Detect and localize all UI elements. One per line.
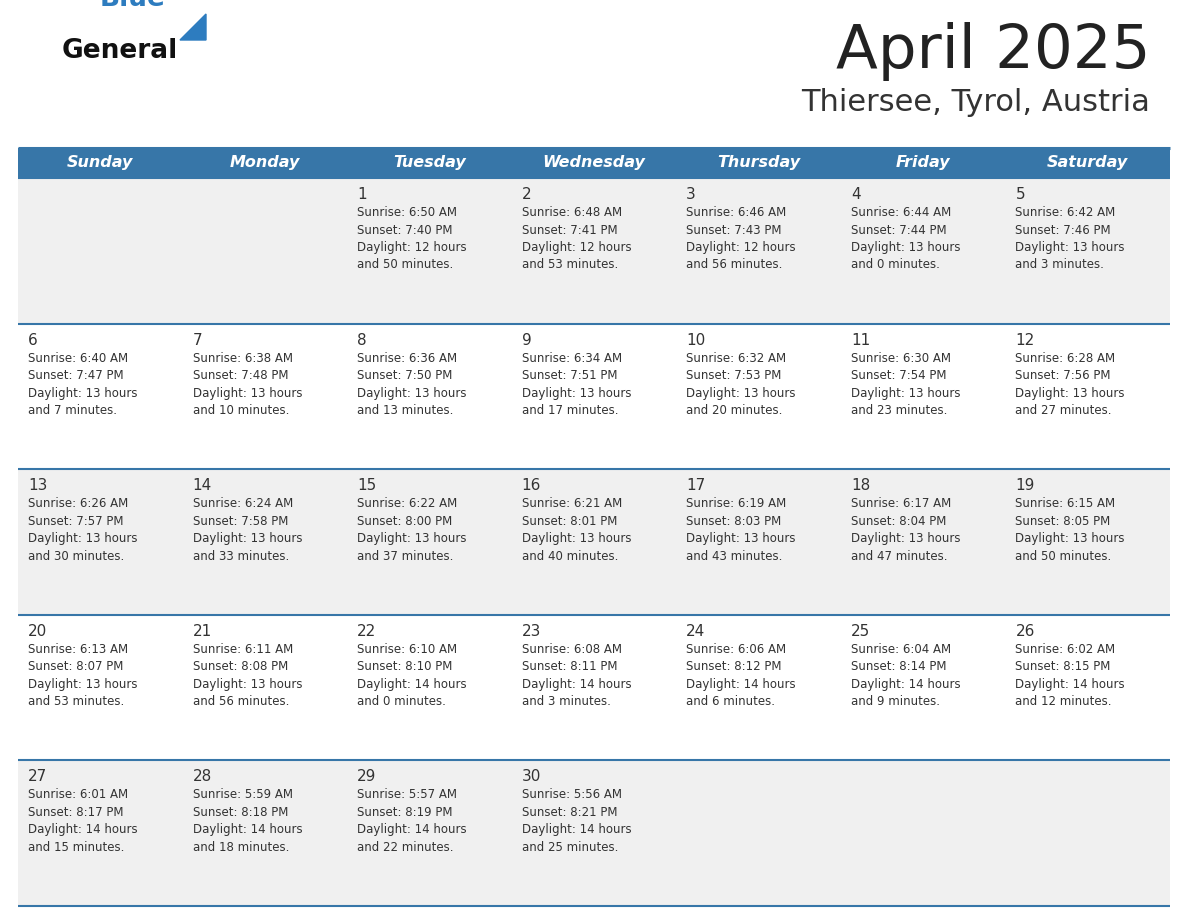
Bar <box>18 469 1170 615</box>
Text: Sunrise: 6:10 AM
Sunset: 8:10 PM
Daylight: 14 hours
and 0 minutes.: Sunrise: 6:10 AM Sunset: 8:10 PM Dayligh… <box>358 643 467 709</box>
Text: Tuesday: Tuesday <box>393 155 466 171</box>
Text: Sunrise: 6:15 AM
Sunset: 8:05 PM
Daylight: 13 hours
and 50 minutes.: Sunrise: 6:15 AM Sunset: 8:05 PM Dayligh… <box>1016 498 1125 563</box>
Text: Sunrise: 6:42 AM
Sunset: 7:46 PM
Daylight: 13 hours
and 3 minutes.: Sunrise: 6:42 AM Sunset: 7:46 PM Dayligh… <box>1016 206 1125 272</box>
Text: Sunrise: 6:46 AM
Sunset: 7:43 PM
Daylight: 12 hours
and 56 minutes.: Sunrise: 6:46 AM Sunset: 7:43 PM Dayligh… <box>687 206 796 272</box>
Text: 17: 17 <box>687 478 706 493</box>
Text: Sunrise: 6:44 AM
Sunset: 7:44 PM
Daylight: 13 hours
and 0 minutes.: Sunrise: 6:44 AM Sunset: 7:44 PM Dayligh… <box>851 206 960 272</box>
Text: 5: 5 <box>1016 187 1025 202</box>
Text: Sunrise: 6:48 AM
Sunset: 7:41 PM
Daylight: 12 hours
and 53 minutes.: Sunrise: 6:48 AM Sunset: 7:41 PM Dayligh… <box>522 206 631 272</box>
Text: Sunrise: 6:17 AM
Sunset: 8:04 PM
Daylight: 13 hours
and 47 minutes.: Sunrise: 6:17 AM Sunset: 8:04 PM Dayligh… <box>851 498 960 563</box>
Text: Sunrise: 6:08 AM
Sunset: 8:11 PM
Daylight: 14 hours
and 3 minutes.: Sunrise: 6:08 AM Sunset: 8:11 PM Dayligh… <box>522 643 631 709</box>
Text: 19: 19 <box>1016 478 1035 493</box>
Text: 6: 6 <box>29 332 38 348</box>
Text: 26: 26 <box>1016 624 1035 639</box>
Text: 9: 9 <box>522 332 531 348</box>
Text: Blue: Blue <box>100 0 166 12</box>
Text: 12: 12 <box>1016 332 1035 348</box>
Text: 14: 14 <box>192 478 211 493</box>
Text: 7: 7 <box>192 332 202 348</box>
Text: Sunrise: 6:28 AM
Sunset: 7:56 PM
Daylight: 13 hours
and 27 minutes.: Sunrise: 6:28 AM Sunset: 7:56 PM Dayligh… <box>1016 352 1125 417</box>
Text: 23: 23 <box>522 624 541 639</box>
Text: Thursday: Thursday <box>718 155 801 171</box>
Text: 2: 2 <box>522 187 531 202</box>
Text: 24: 24 <box>687 624 706 639</box>
Text: Sunrise: 5:57 AM
Sunset: 8:19 PM
Daylight: 14 hours
and 22 minutes.: Sunrise: 5:57 AM Sunset: 8:19 PM Dayligh… <box>358 789 467 854</box>
Text: Sunrise: 6:32 AM
Sunset: 7:53 PM
Daylight: 13 hours
and 20 minutes.: Sunrise: 6:32 AM Sunset: 7:53 PM Dayligh… <box>687 352 796 417</box>
Text: 18: 18 <box>851 478 870 493</box>
Text: Sunrise: 6:06 AM
Sunset: 8:12 PM
Daylight: 14 hours
and 6 minutes.: Sunrise: 6:06 AM Sunset: 8:12 PM Dayligh… <box>687 643 796 709</box>
Text: 15: 15 <box>358 478 377 493</box>
Text: April 2025: April 2025 <box>835 22 1150 81</box>
Text: Sunrise: 6:38 AM
Sunset: 7:48 PM
Daylight: 13 hours
and 10 minutes.: Sunrise: 6:38 AM Sunset: 7:48 PM Dayligh… <box>192 352 302 417</box>
Text: 13: 13 <box>29 478 48 493</box>
Text: 29: 29 <box>358 769 377 784</box>
Text: Sunday: Sunday <box>67 155 133 171</box>
Text: 25: 25 <box>851 624 870 639</box>
Text: 1: 1 <box>358 187 367 202</box>
Text: Sunrise: 6:19 AM
Sunset: 8:03 PM
Daylight: 13 hours
and 43 minutes.: Sunrise: 6:19 AM Sunset: 8:03 PM Dayligh… <box>687 498 796 563</box>
Text: Sunrise: 6:01 AM
Sunset: 8:17 PM
Daylight: 14 hours
and 15 minutes.: Sunrise: 6:01 AM Sunset: 8:17 PM Dayligh… <box>29 789 138 854</box>
Text: Friday: Friday <box>896 155 950 171</box>
Text: Sunrise: 6:04 AM
Sunset: 8:14 PM
Daylight: 14 hours
and 9 minutes.: Sunrise: 6:04 AM Sunset: 8:14 PM Dayligh… <box>851 643 960 709</box>
Text: 27: 27 <box>29 769 48 784</box>
Text: 10: 10 <box>687 332 706 348</box>
Text: Monday: Monday <box>229 155 301 171</box>
Text: Saturday: Saturday <box>1047 155 1129 171</box>
Polygon shape <box>181 14 206 40</box>
Bar <box>18 760 1170 906</box>
Text: 4: 4 <box>851 187 860 202</box>
Text: Sunrise: 5:56 AM
Sunset: 8:21 PM
Daylight: 14 hours
and 25 minutes.: Sunrise: 5:56 AM Sunset: 8:21 PM Dayligh… <box>522 789 631 854</box>
Text: Sunrise: 6:24 AM
Sunset: 7:58 PM
Daylight: 13 hours
and 33 minutes.: Sunrise: 6:24 AM Sunset: 7:58 PM Dayligh… <box>192 498 302 563</box>
Text: 11: 11 <box>851 332 870 348</box>
Text: 8: 8 <box>358 332 367 348</box>
Text: Sunrise: 6:02 AM
Sunset: 8:15 PM
Daylight: 14 hours
and 12 minutes.: Sunrise: 6:02 AM Sunset: 8:15 PM Dayligh… <box>1016 643 1125 709</box>
Text: Sunrise: 6:36 AM
Sunset: 7:50 PM
Daylight: 13 hours
and 13 minutes.: Sunrise: 6:36 AM Sunset: 7:50 PM Dayligh… <box>358 352 467 417</box>
Text: Sunrise: 6:22 AM
Sunset: 8:00 PM
Daylight: 13 hours
and 37 minutes.: Sunrise: 6:22 AM Sunset: 8:00 PM Dayligh… <box>358 498 467 563</box>
Text: Thiersee, Tyrol, Austria: Thiersee, Tyrol, Austria <box>801 88 1150 117</box>
Text: Sunrise: 6:34 AM
Sunset: 7:51 PM
Daylight: 13 hours
and 17 minutes.: Sunrise: 6:34 AM Sunset: 7:51 PM Dayligh… <box>522 352 631 417</box>
Text: Sunrise: 6:13 AM
Sunset: 8:07 PM
Daylight: 13 hours
and 53 minutes.: Sunrise: 6:13 AM Sunset: 8:07 PM Dayligh… <box>29 643 138 709</box>
Text: Sunrise: 5:59 AM
Sunset: 8:18 PM
Daylight: 14 hours
and 18 minutes.: Sunrise: 5:59 AM Sunset: 8:18 PM Dayligh… <box>192 789 302 854</box>
Text: 3: 3 <box>687 187 696 202</box>
Text: 30: 30 <box>522 769 541 784</box>
Text: Sunrise: 6:21 AM
Sunset: 8:01 PM
Daylight: 13 hours
and 40 minutes.: Sunrise: 6:21 AM Sunset: 8:01 PM Dayligh… <box>522 498 631 563</box>
Text: 21: 21 <box>192 624 211 639</box>
Text: Sunrise: 6:30 AM
Sunset: 7:54 PM
Daylight: 13 hours
and 23 minutes.: Sunrise: 6:30 AM Sunset: 7:54 PM Dayligh… <box>851 352 960 417</box>
Text: Sunrise: 6:50 AM
Sunset: 7:40 PM
Daylight: 12 hours
and 50 minutes.: Sunrise: 6:50 AM Sunset: 7:40 PM Dayligh… <box>358 206 467 272</box>
Text: Sunrise: 6:11 AM
Sunset: 8:08 PM
Daylight: 13 hours
and 56 minutes.: Sunrise: 6:11 AM Sunset: 8:08 PM Dayligh… <box>192 643 302 709</box>
Text: 22: 22 <box>358 624 377 639</box>
Text: General: General <box>62 38 178 64</box>
Text: 16: 16 <box>522 478 541 493</box>
Text: Sunrise: 6:26 AM
Sunset: 7:57 PM
Daylight: 13 hours
and 30 minutes.: Sunrise: 6:26 AM Sunset: 7:57 PM Dayligh… <box>29 498 138 563</box>
Bar <box>18 324 1170 469</box>
Bar <box>18 615 1170 760</box>
Bar <box>18 178 1170 324</box>
Text: 20: 20 <box>29 624 48 639</box>
Text: 28: 28 <box>192 769 211 784</box>
Text: Sunrise: 6:40 AM
Sunset: 7:47 PM
Daylight: 13 hours
and 7 minutes.: Sunrise: 6:40 AM Sunset: 7:47 PM Dayligh… <box>29 352 138 417</box>
Bar <box>18 148 1170 178</box>
Text: Wednesday: Wednesday <box>543 155 645 171</box>
